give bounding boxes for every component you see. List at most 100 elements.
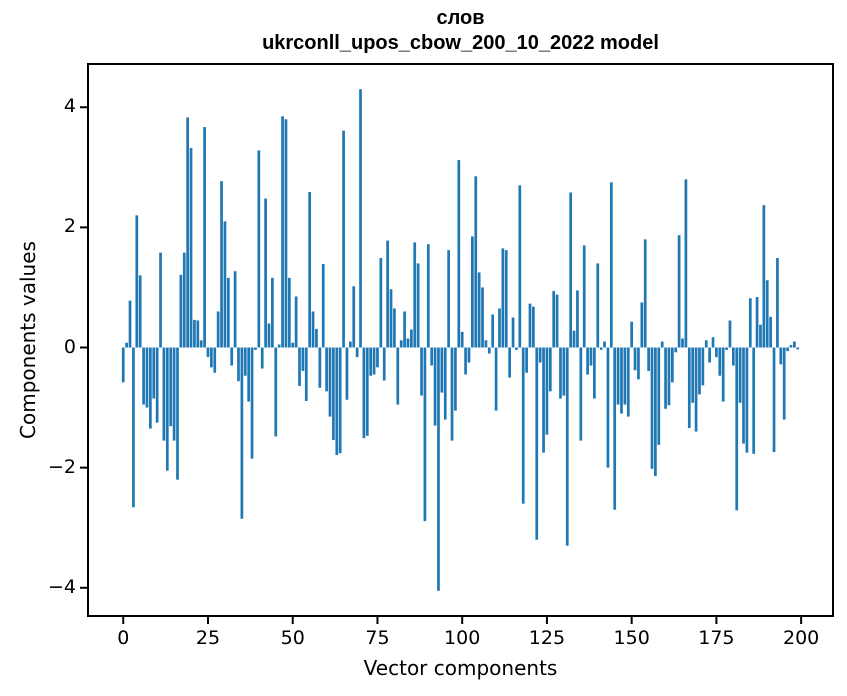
bar bbox=[210, 347, 213, 368]
y-axis-label: Components values bbox=[16, 241, 40, 439]
bar bbox=[484, 340, 488, 348]
bar bbox=[579, 347, 583, 441]
bar bbox=[772, 347, 776, 453]
bar bbox=[633, 347, 637, 371]
bar bbox=[260, 347, 264, 369]
bar bbox=[172, 347, 176, 441]
bar bbox=[254, 347, 257, 350]
bar bbox=[725, 347, 728, 350]
bar bbox=[487, 347, 491, 354]
bar bbox=[555, 294, 559, 348]
bar bbox=[677, 235, 681, 348]
bar bbox=[640, 302, 644, 348]
bar bbox=[752, 347, 756, 454]
bar bbox=[793, 341, 796, 348]
bar bbox=[162, 347, 166, 441]
bar bbox=[179, 274, 183, 348]
bar bbox=[684, 179, 688, 348]
bar bbox=[708, 347, 711, 363]
bar bbox=[711, 337, 715, 348]
bar bbox=[643, 239, 647, 348]
bar bbox=[504, 250, 508, 348]
bar bbox=[582, 245, 586, 348]
bar bbox=[169, 347, 173, 427]
bar bbox=[281, 116, 284, 348]
bar bbox=[220, 181, 223, 348]
bar bbox=[630, 321, 634, 348]
bar bbox=[186, 117, 189, 348]
bar bbox=[548, 347, 552, 392]
bar bbox=[613, 347, 617, 510]
bar bbox=[474, 176, 478, 348]
bar bbox=[742, 347, 745, 444]
y-tick-label: −2 bbox=[47, 455, 76, 478]
x-tick-label: 50 bbox=[280, 627, 305, 649]
bar bbox=[481, 287, 484, 348]
bar bbox=[189, 148, 193, 348]
bar bbox=[332, 347, 335, 441]
figure-title-line2: ukrconll_upos_cbow_200_10_2022 model bbox=[262, 32, 659, 54]
bar bbox=[521, 347, 525, 504]
bar bbox=[552, 291, 556, 348]
bar bbox=[755, 297, 759, 348]
bar bbox=[667, 347, 671, 406]
bar bbox=[142, 347, 145, 405]
bar bbox=[443, 347, 447, 420]
bar bbox=[125, 342, 128, 348]
bar bbox=[203, 127, 206, 348]
bar bbox=[284, 119, 288, 348]
x-tick-label: 125 bbox=[528, 627, 566, 649]
bar bbox=[660, 341, 664, 348]
bar bbox=[355, 347, 359, 358]
bar bbox=[596, 263, 600, 348]
bar bbox=[796, 347, 800, 350]
bar bbox=[352, 286, 356, 348]
bar bbox=[447, 250, 450, 348]
y-tick-label: −4 bbox=[47, 575, 76, 598]
bar bbox=[267, 323, 271, 348]
bar bbox=[545, 347, 549, 435]
bar bbox=[199, 340, 203, 348]
bar bbox=[606, 347, 610, 468]
bar bbox=[786, 347, 789, 352]
bar bbox=[389, 289, 393, 348]
bar bbox=[410, 329, 413, 348]
bar bbox=[416, 263, 420, 348]
bar bbox=[477, 272, 481, 348]
bar bbox=[457, 160, 461, 348]
x-tick-label: 75 bbox=[365, 627, 390, 649]
bar bbox=[406, 338, 410, 348]
bar bbox=[559, 347, 562, 399]
x-tick-label: 150 bbox=[613, 627, 650, 649]
bar bbox=[748, 298, 752, 348]
y-tick-label: 0 bbox=[63, 335, 76, 358]
bar bbox=[287, 277, 291, 348]
bar bbox=[433, 347, 437, 426]
bar bbox=[542, 347, 545, 453]
bar bbox=[403, 311, 406, 348]
bar bbox=[491, 314, 495, 348]
bar bbox=[206, 347, 210, 358]
bar bbox=[362, 347, 366, 439]
bar bbox=[240, 347, 244, 519]
bar bbox=[226, 277, 230, 348]
bar bbox=[321, 264, 325, 348]
bar bbox=[562, 347, 566, 396]
bar bbox=[745, 347, 749, 453]
bar bbox=[599, 347, 603, 350]
bar bbox=[623, 347, 627, 405]
bar bbox=[237, 347, 240, 382]
x-tick-label: 175 bbox=[698, 627, 735, 649]
x-tick-label: 0 bbox=[117, 627, 130, 649]
bar bbox=[345, 347, 349, 400]
bar bbox=[359, 89, 362, 348]
bar bbox=[430, 347, 434, 366]
bar bbox=[223, 221, 227, 348]
figure-title-line1: слов bbox=[436, 7, 485, 29]
bar bbox=[762, 205, 766, 348]
bar bbox=[132, 347, 135, 508]
bar bbox=[589, 347, 593, 366]
bar bbox=[715, 347, 718, 358]
bar bbox=[342, 130, 345, 348]
bar bbox=[701, 347, 705, 386]
